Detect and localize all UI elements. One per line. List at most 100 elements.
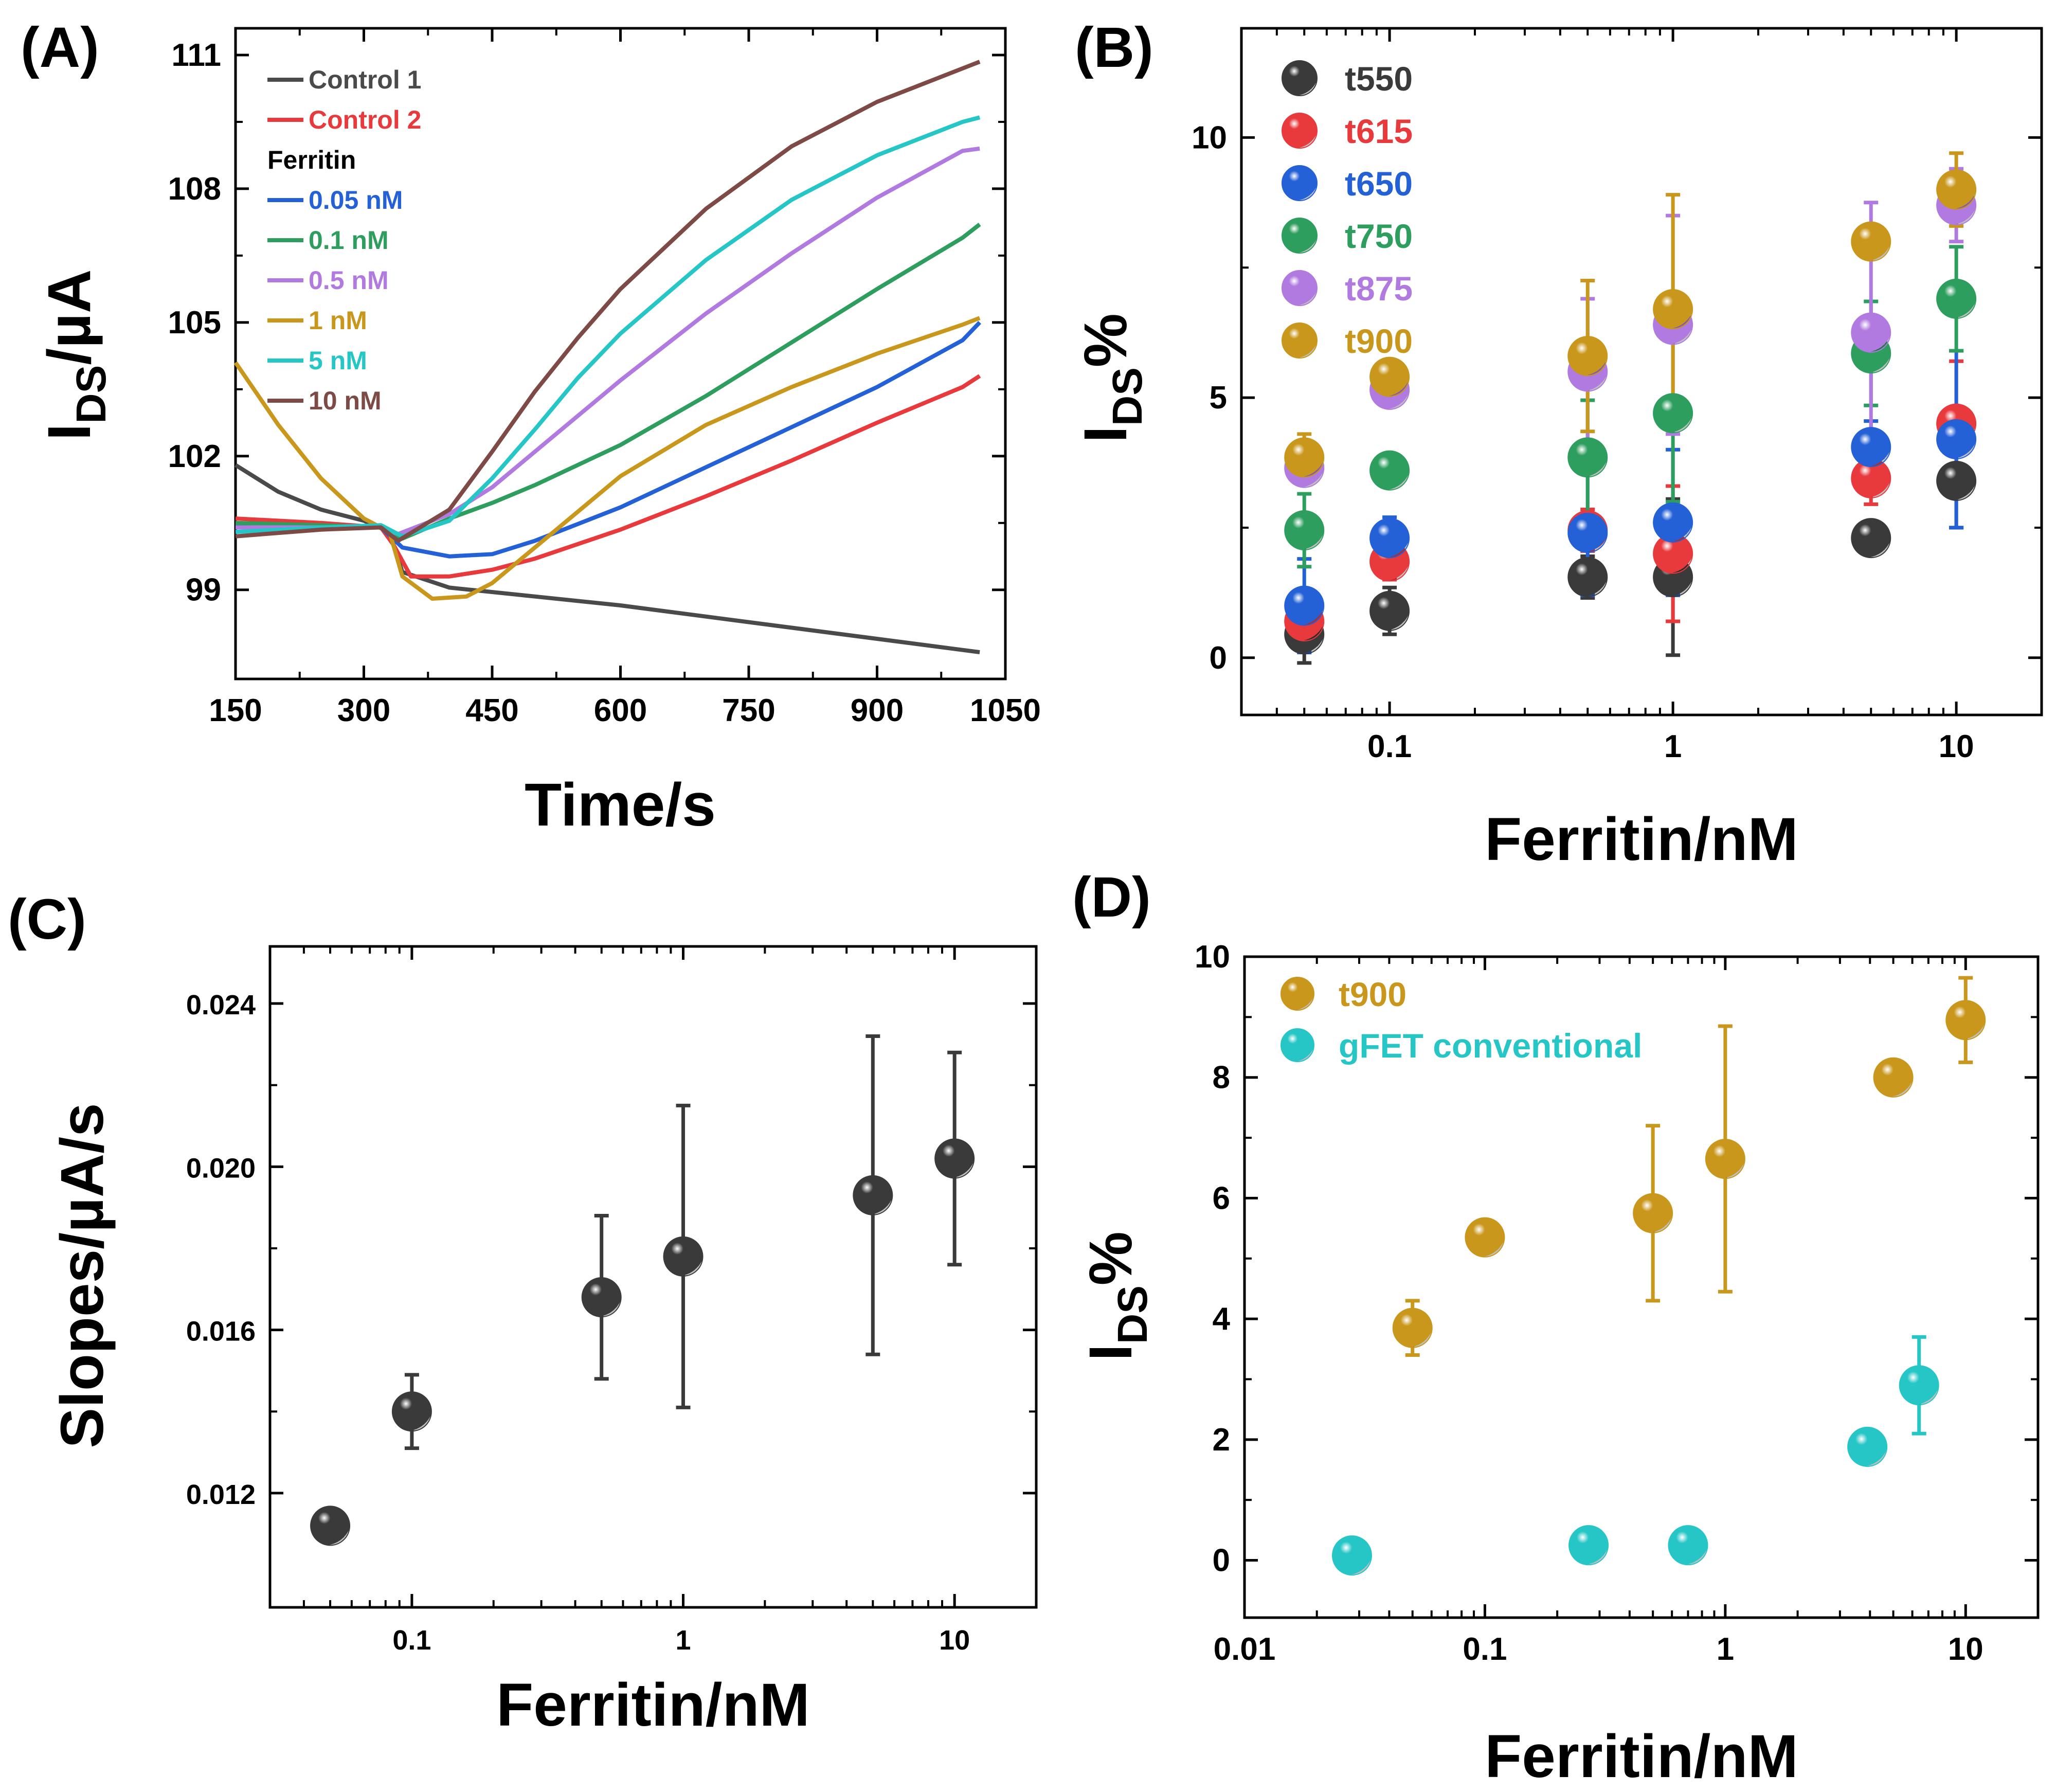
x-tick-label: 10 xyxy=(1939,729,1974,764)
series-line-5-nm xyxy=(235,115,981,539)
data-point-t550 xyxy=(1936,460,1977,501)
data-point-t900 xyxy=(1633,1193,1673,1233)
y-tick-label: 99 xyxy=(186,572,221,608)
plot-frame-c xyxy=(268,945,1038,1609)
x-tick-label: 1 xyxy=(1717,1632,1734,1667)
y-tick-label: 10 xyxy=(1195,939,1230,975)
panel-label-c: (C) xyxy=(8,888,86,951)
panel-label-d: (D) xyxy=(1072,866,1151,929)
x-tick-label: 1 xyxy=(1664,729,1682,764)
data-point-t750 xyxy=(1653,393,1693,434)
axis-ticks-b: 0.1 1 10 0 5 10 xyxy=(1192,28,2042,764)
legend-marker xyxy=(1282,218,1318,254)
legend-label: t875 xyxy=(1345,270,1413,308)
data-point-t650 xyxy=(1653,502,1693,543)
data-point-slopes xyxy=(310,1506,351,1546)
y-axis-title-a: IDS/µA xyxy=(35,270,115,441)
x-tick-label: 1 xyxy=(676,1625,691,1656)
panel-c-scatter-chart: (C) 0.1 1 10 0.012 0.016 0.020 0.024 Ferritin/… xyxy=(8,888,1038,1739)
data-point-t900 xyxy=(1465,1217,1505,1258)
legend-marker xyxy=(1281,977,1314,1011)
legend-label: 5 nM xyxy=(309,346,367,375)
data-point-t900 xyxy=(1936,169,1977,210)
y-tick-label: 0.016 xyxy=(186,1316,256,1347)
data-point-t900 xyxy=(1873,1057,1914,1098)
data-point-gfet-conventional xyxy=(1668,1525,1708,1566)
x-axis-title-d: Ferritin/nM xyxy=(1485,1723,1798,1790)
data-point-t900 xyxy=(1567,336,1608,377)
y-tick-label: 0 xyxy=(1213,1543,1230,1579)
x-axis-title-a: Time/s xyxy=(525,771,716,839)
data-point-t900 xyxy=(1392,1307,1433,1348)
x-tick-label: 150 xyxy=(209,693,262,728)
y-tick-label: 0.020 xyxy=(186,1153,256,1184)
plot-frame-b xyxy=(1240,27,2043,716)
axis-ticks-c: 0.1 1 10 0.012 0.016 0.020 0.024 xyxy=(186,946,1036,1656)
data-point-t900 xyxy=(1705,1139,1745,1179)
legend-marker xyxy=(1282,113,1318,149)
y-tick-label: 4 xyxy=(1213,1301,1231,1337)
data-point-t900 xyxy=(1369,356,1410,397)
series-line-control-1 xyxy=(234,463,980,654)
axis-ticks-d: 0.01 0.1 1 10 0 2 4 6 8 10 xyxy=(1195,939,2038,1667)
y-tick-label: 2 xyxy=(1213,1422,1230,1458)
legend-label: 0.5 nM xyxy=(309,266,389,295)
plot-frame-d xyxy=(1243,955,2040,1619)
y-axis-title-c: Slopes/µA/s xyxy=(48,1103,116,1448)
data-point-t750 xyxy=(1369,450,1410,491)
panel-label-a: (A) xyxy=(21,16,99,79)
data-point-slopes xyxy=(581,1277,622,1318)
legend-label: Control 2 xyxy=(309,105,421,134)
data-point-t550 xyxy=(1851,518,1891,559)
panel-d-scatter-chart: (D) 0.01 0.1 1 10 0 2 4 6 8 10 t900 gFET conventio… xyxy=(1072,866,2040,1790)
y-tick-label: 0 xyxy=(1210,640,1227,676)
x-tick-label: 1050 xyxy=(970,693,1041,728)
legend-label: t650 xyxy=(1345,165,1413,203)
legend-label: t750 xyxy=(1345,217,1413,255)
data-point-slopes xyxy=(934,1138,975,1179)
data-point-gfet-conventional xyxy=(1847,1426,1888,1467)
data-point-t900 xyxy=(1945,1000,1986,1041)
data-point-t750 xyxy=(1284,510,1325,550)
x-tick-label: 600 xyxy=(594,693,647,728)
legend-label: 10 nM xyxy=(309,386,382,415)
data-point-t900 xyxy=(1851,221,1891,262)
data-point-t750 xyxy=(1567,437,1608,478)
data-point-t650 xyxy=(1369,518,1410,559)
legend-label: 0.1 nM xyxy=(309,226,389,255)
y-axis-title-b: IDS% xyxy=(1072,313,1151,443)
legend-heading: Ferritin xyxy=(267,146,356,174)
series-line-1-nm xyxy=(233,316,981,601)
data-point-gfet-conventional xyxy=(1568,1525,1609,1566)
x-tick-label: 0.1 xyxy=(392,1625,431,1656)
legend-marker xyxy=(1282,270,1318,306)
legend-marker xyxy=(1282,322,1318,359)
y-tick-label: 6 xyxy=(1213,1180,1230,1216)
data-point-t650 xyxy=(1936,419,1977,459)
x-axis-title-b: Ferritin/nM xyxy=(1485,805,1798,873)
legend-label: t550 xyxy=(1345,60,1413,98)
legend-label: t900 xyxy=(1339,975,1406,1013)
legend-a: Control 1 Control 2 Ferritin 0.05 nM 0.1 nM 0… xyxy=(267,65,421,415)
x-tick-label: 0.1 xyxy=(1367,729,1412,764)
data-point-t900 xyxy=(1284,437,1325,478)
data-point-t900 xyxy=(1653,289,1693,330)
y-tick-label: 105 xyxy=(168,305,221,341)
legend-marker xyxy=(1281,1028,1314,1062)
data-point-gfet-conventional xyxy=(1332,1535,1373,1576)
legend-b: t550 t615 t650 t750 t875 t900 xyxy=(1282,60,1413,360)
data-point-t750 xyxy=(1936,278,1977,319)
y-tick-label: 111 xyxy=(171,38,221,73)
x-tick-label: 450 xyxy=(465,693,518,728)
x-tick-label: 900 xyxy=(851,693,904,728)
y-tick-label: 10 xyxy=(1192,120,1227,155)
data-point-t550 xyxy=(1369,590,1410,631)
y-tick-label: 0.024 xyxy=(186,990,256,1020)
legend-label: Control 1 xyxy=(309,65,421,94)
data-point-t650 xyxy=(1567,513,1608,553)
data-point-slopes xyxy=(391,1391,432,1432)
x-tick-label: 0.01 xyxy=(1214,1632,1276,1667)
x-tick-label: 10 xyxy=(939,1625,970,1656)
y-tick-label: 0.012 xyxy=(186,1479,256,1510)
